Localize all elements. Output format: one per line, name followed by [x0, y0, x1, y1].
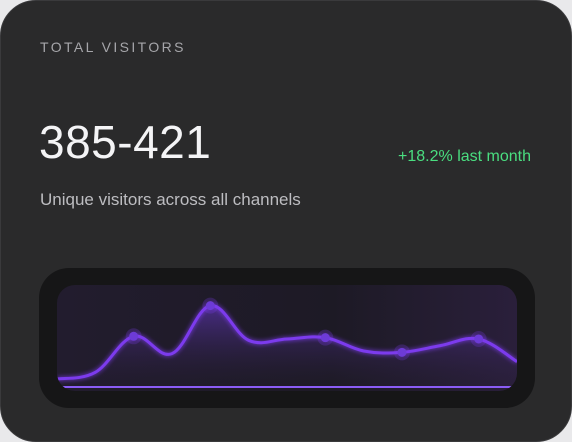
change-badge: +18.2% last month: [398, 148, 531, 165]
data-point: [129, 331, 139, 341]
data-point: [205, 301, 215, 311]
chart-panel: [57, 285, 517, 391]
chart-container: [39, 268, 535, 408]
data-point: [320, 333, 330, 343]
visitors-value: 385-421: [39, 116, 212, 168]
card-title: TOTAL VISITORS: [40, 39, 186, 55]
area-fill: [57, 305, 517, 387]
visitors-area-chart: [57, 297, 517, 388]
card-description: Unique visitors across all channels: [40, 190, 301, 209]
data-point: [474, 334, 484, 344]
data-point: [397, 347, 407, 357]
data-points: [125, 297, 487, 361]
